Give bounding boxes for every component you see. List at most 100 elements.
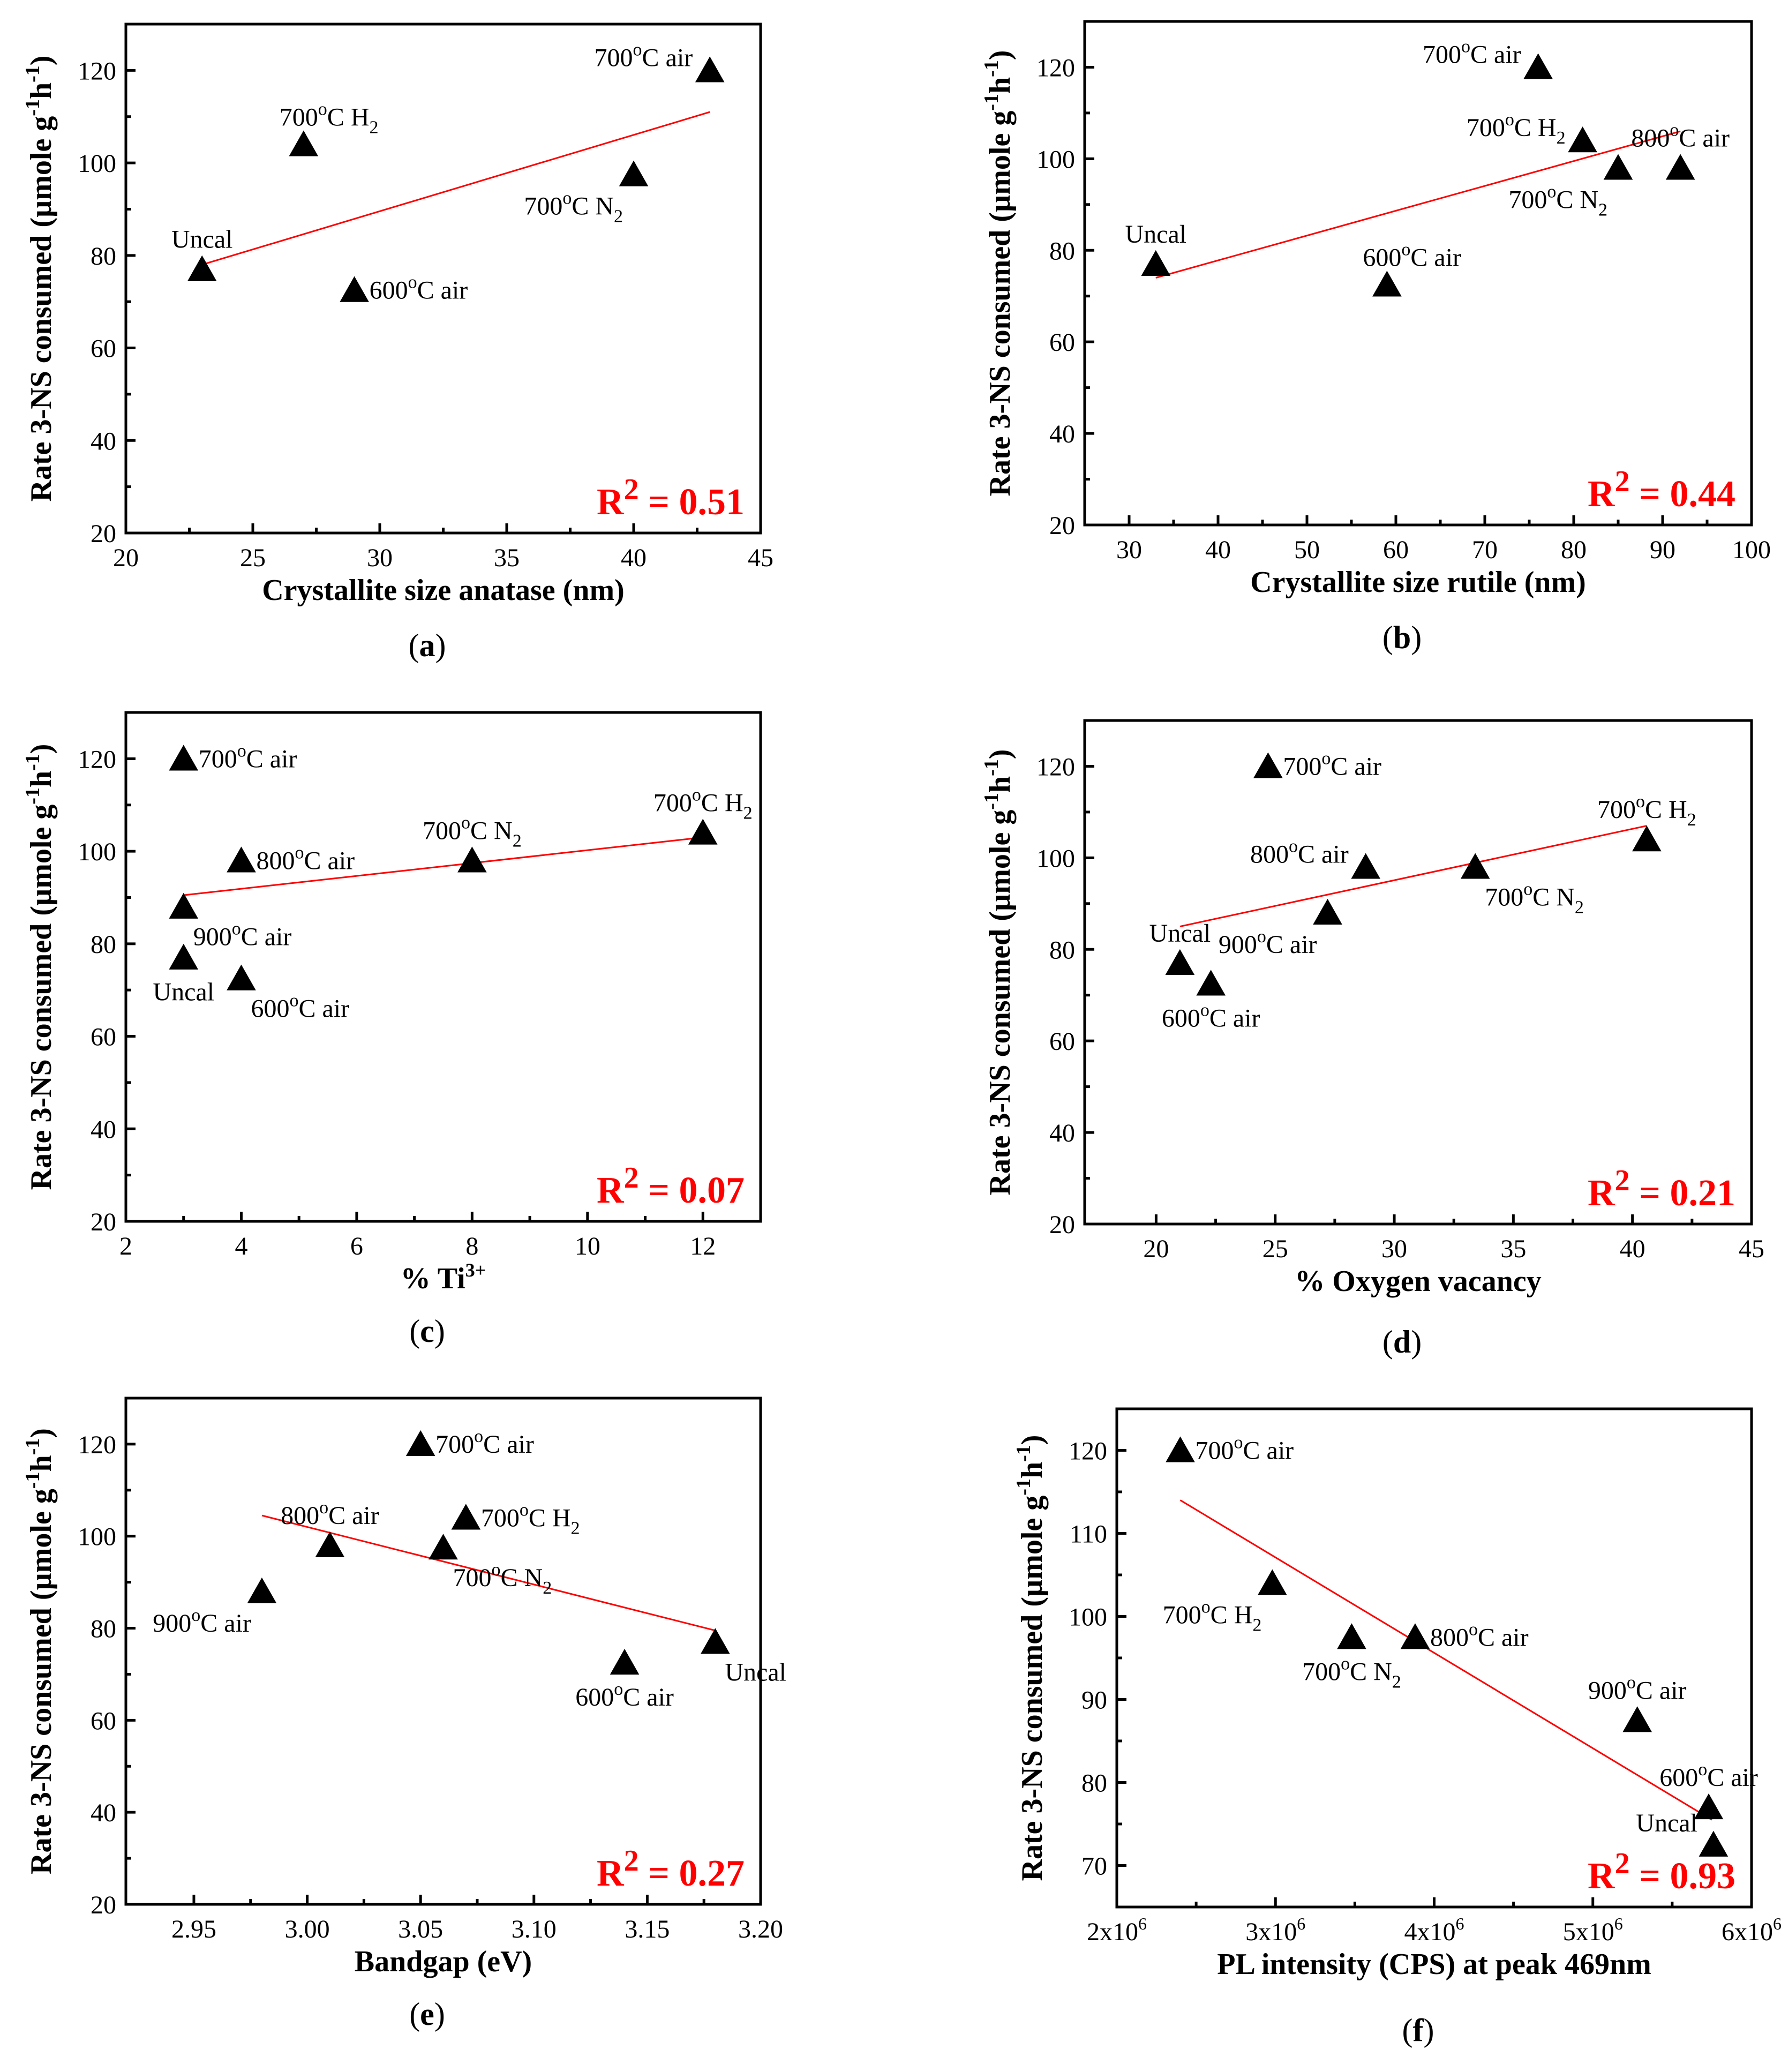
x-tick-label: 70 [1472,536,1498,564]
data-point-marker [1253,752,1283,778]
data-point-label: 700oC H2 [653,785,753,823]
chart-panel-b: 30 40 50 60 70 80 90 100 20 40 60 80 100 120 Uncal 600o… [980,20,1771,655]
x-tick-label: 20 [1143,1235,1169,1263]
data-point-label: 600oC air [1162,1000,1260,1032]
y-tick-label: 80 [91,930,116,959]
data-point-label: 700oC air [1423,36,1521,69]
data-point-marker [429,1534,458,1560]
x-axis-label: PL intensity (CPS) at peak 469nm [1217,1948,1651,1981]
chart-panel-e: 2.95 3.00 3.05 3.10 3.15 3.20 20 40 60 80 100 120 90… [21,1397,786,2032]
x-tick-label: 40 [621,544,647,572]
data-point-marker [1400,1623,1430,1649]
y-tick-label: 80 [91,242,116,271]
data-point-label: 800oC air [256,843,355,875]
data-point-marker [457,846,487,873]
fit-line [201,111,710,266]
data-point-marker [227,846,256,873]
x-tick-label: 3.10 [512,1915,557,1943]
panel-letter: (f) [1402,2013,1434,2048]
y-tick-label: 120 [78,1431,116,1459]
x-tick-label: 2x106 [1087,1914,1147,1946]
data-point-label: 700oC air [1283,748,1381,780]
data-point-marker [405,1430,435,1457]
data-point-label: 700oC air [1196,1433,1294,1465]
x-tick-label: 12 [690,1232,716,1260]
data-point-label: 800oC air [1250,836,1349,868]
data-point-label: Uncal [1125,220,1186,249]
y-tick-label: 80 [1049,936,1075,964]
x-tick-label: 35 [494,544,520,572]
plot-frame [124,1397,762,1906]
data-point-label: Uncal [725,1658,786,1686]
y-axis-label: Rate 3-NS consumed (µmole g-1h-1) [21,744,58,1190]
data-point-label: 800oC air [281,1498,379,1530]
data-point-label: 900oC air [1588,1672,1687,1705]
x-tick-label: 2.95 [171,1915,216,1943]
x-tick-label: 3.15 [625,1915,670,1943]
y-tick-label: 100 [78,838,116,866]
x-tick-label: 50 [1294,536,1320,564]
data-point-label: 700oC H2 [280,100,379,138]
data-point-marker [1460,853,1490,879]
data-point-marker [169,892,199,919]
data-point-label: 800oC air [1631,120,1730,152]
y-tick-label: 120 [1036,54,1075,82]
data-point-label: 700oC H2 [1163,1597,1262,1635]
y-tick-label: 80 [1081,1769,1107,1798]
data-point-label: 700oC N2 [1485,879,1584,917]
x-axis-label: % Oxygen vacancy [1295,1265,1541,1298]
x-tick-label: 4x106 [1404,1914,1464,1946]
data-point-label: 900oC air [153,1605,251,1638]
x-axis-label: Crystallite size rutile (nm) [1250,566,1586,599]
y-tick-label: 100 [1036,145,1075,174]
data-point-marker [1196,970,1226,996]
r-squared-label: R2 = 0.07 [597,1161,745,1211]
data-point-marker [1632,825,1662,852]
x-tick-label: 3.20 [738,1915,783,1943]
data-point-label: 700oC N2 [453,1560,552,1598]
panel-letter: (d) [1382,1324,1422,1360]
x-tick-label: 3.00 [285,1915,330,1943]
plot-frame [1083,719,1753,1226]
r-squared-label: R2 = 0.21 [1588,1164,1735,1214]
y-tick-label: 20 [1049,1211,1075,1239]
data-point-label: 700oC air [595,40,693,72]
x-tick-label: 30 [1116,536,1142,564]
data-point-marker [187,255,217,281]
data-point-marker [1313,898,1342,925]
y-axis-label: Rate 3-NS consumed (µmole g-1h-1) [21,1428,58,1874]
data-point-marker [169,745,199,771]
y-tick-label: 100 [78,149,116,178]
data-point-marker [695,56,725,82]
data-point-label: 700oC H2 [481,1500,580,1538]
x-tick-label: 25 [240,544,266,572]
data-point-marker [1603,154,1633,180]
chart-panel-c: 2 4 6 8 10 12 20 40 60 80 100 120 700oC air 900oC air… [21,711,762,1349]
data-point-marker [619,160,649,186]
data-point-label: 600oC air [1659,1760,1758,1792]
data-point-marker [451,1504,481,1530]
plot-frame [1083,20,1753,527]
x-tick-label: 30 [1381,1235,1407,1263]
data-point-label: 600oC air [251,991,349,1023]
panel-letter: (a) [409,628,446,663]
y-tick-label: 20 [1049,512,1075,540]
x-tick-label: 35 [1500,1235,1526,1263]
x-tick-label: 40 [1205,536,1231,564]
data-point-label: Uncal [1149,919,1211,948]
y-tick-label: 60 [91,1707,116,1735]
y-tick-label: 110 [1070,1520,1107,1549]
chart-panel-a: 20 25 30 35 40 45 20 40 60 80 100 120 Uncal 700oC H2 6… [21,22,773,663]
fit-line [1179,1499,1712,1821]
x-tick-label: 2 [119,1232,132,1260]
data-point-label: 700oC H2 [1467,110,1566,148]
r-squared-label: R2 = 0.27 [597,1844,745,1894]
panel-letter: (c) [409,1313,445,1349]
data-point-marker [1165,949,1195,975]
fit-line [1155,130,1681,279]
data-point-marker [1372,271,1402,297]
data-point-label: 600oC air [370,273,468,305]
data-point-label: 600oC air [1363,239,1461,272]
x-tick-label: 8 [465,1232,478,1260]
